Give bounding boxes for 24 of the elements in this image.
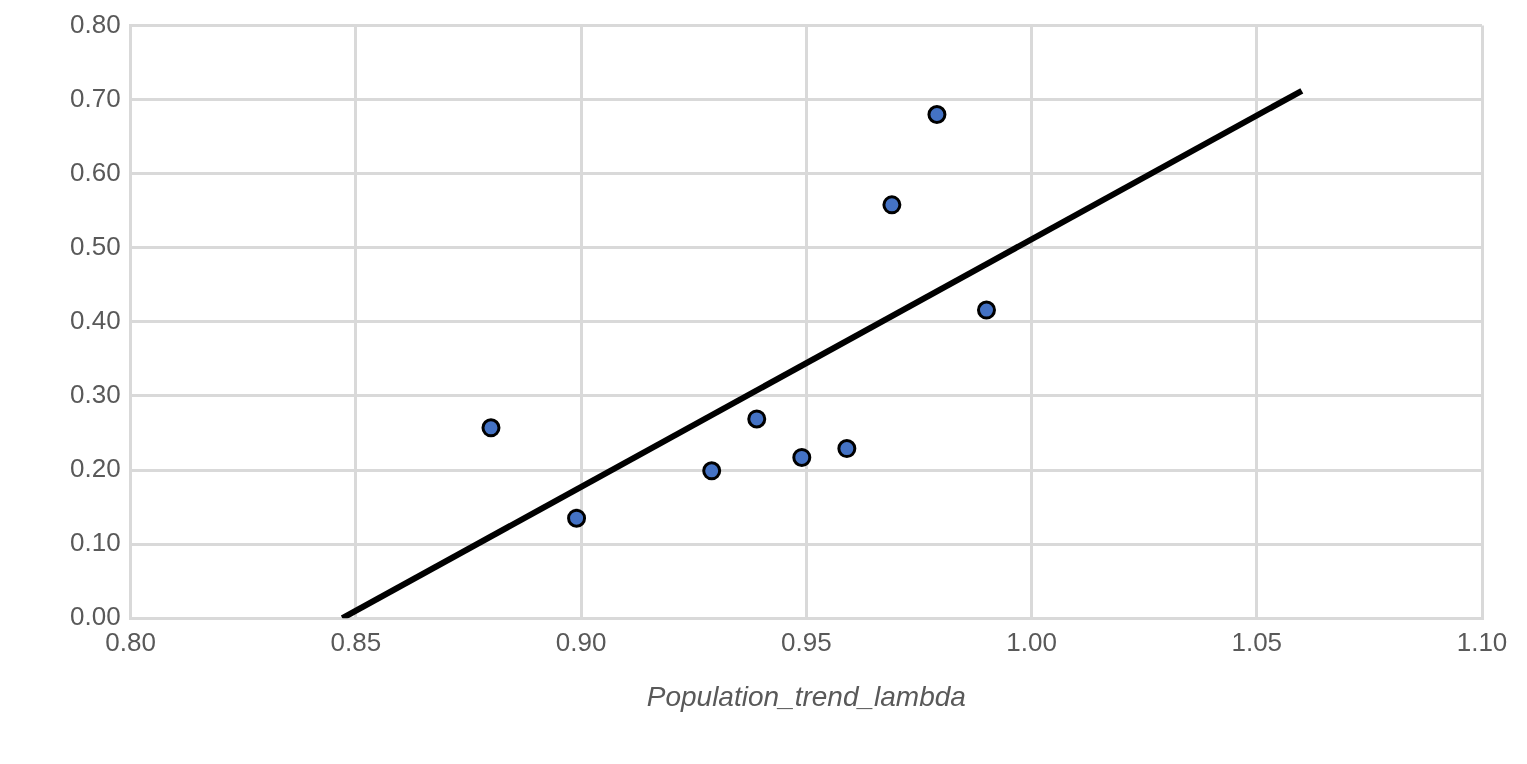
x-tick-label: 0.90 (555, 626, 607, 657)
y-tick-label: 0.50 (69, 231, 121, 261)
x-tick-label: 1.00 (1006, 626, 1057, 657)
y-tick-label: 0.30 (69, 379, 121, 410)
y-tick-label: 0.80 (69, 8, 121, 39)
point (976, 300, 996, 320)
point (837, 439, 857, 459)
x-tick-label: 0.95 (781, 626, 832, 657)
y-tick-label: 0.60 (69, 156, 121, 187)
point (882, 195, 902, 215)
y-tick-label: 0.70 (69, 82, 121, 113)
y-tick-label: 0.40 (69, 305, 121, 336)
point (747, 409, 767, 429)
x-tick-label: 0.85 (330, 626, 382, 657)
x-axis-title: Population_trend_lambda (646, 681, 966, 712)
y-tick-label: 0.10 (69, 527, 121, 558)
point (702, 461, 722, 481)
x-tick-label: 1.10 (1456, 626, 1508, 657)
x-tick-label: 1.05 (1231, 626, 1283, 657)
y-tick-label: 0.20 (69, 453, 121, 484)
point (792, 447, 812, 467)
point (567, 508, 587, 528)
point (481, 418, 501, 438)
point (927, 104, 947, 124)
